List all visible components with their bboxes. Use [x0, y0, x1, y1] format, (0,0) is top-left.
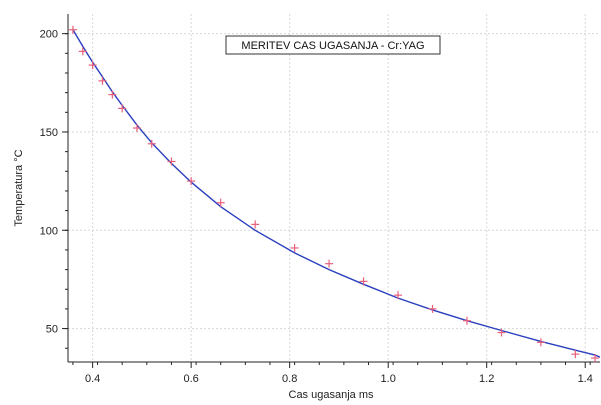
data-point	[187, 177, 196, 186]
data-point	[216, 198, 225, 207]
axes	[67, 14, 600, 363]
ticks: 0.4 0.6 0.8 1.0 1.2 1.4 50 100 150 200	[40, 29, 593, 385]
data-point	[428, 304, 437, 313]
data-point	[78, 47, 87, 56]
x-tick-label: 1.0	[381, 373, 396, 385]
data-point	[147, 139, 156, 148]
fit-line-layer	[72, 29, 601, 358]
data-point	[497, 328, 506, 337]
chart-title: MERITEV CAS UGASANJA - Cr:YAG	[241, 40, 424, 52]
data-point	[132, 124, 141, 133]
data-point	[68, 25, 77, 34]
data-point	[118, 104, 127, 113]
y-tick-label: 200	[40, 29, 58, 41]
x-tick-label: 0.8	[282, 373, 297, 385]
data-point	[536, 338, 545, 347]
data-point	[167, 157, 176, 166]
data-point	[463, 316, 471, 325]
x-tick-label: 0.4	[85, 373, 100, 385]
data-point	[88, 61, 97, 70]
x-tick-label: 1.4	[578, 373, 593, 385]
data-point	[359, 277, 368, 286]
y-tick-label: 50	[46, 324, 58, 336]
x-tick-label: 0.6	[183, 373, 198, 385]
y-tick-label: 100	[40, 225, 58, 237]
x-tick-label: 1.2	[479, 373, 494, 385]
chart-title-frame	[225, 35, 441, 55]
y-axis-title: Temperatura °C	[13, 149, 25, 226]
data-point	[571, 350, 580, 359]
data-point	[108, 90, 117, 99]
data-point	[394, 291, 403, 300]
chart-title-box: MERITEV CAS UGASANJA - Cr:YAG	[225, 35, 441, 55]
data-point	[325, 259, 334, 268]
data-point	[591, 354, 600, 363]
x-axis-title: Cas ugasanja ms	[289, 389, 374, 401]
y-tick-label: 150	[40, 127, 58, 139]
grid	[68, 14, 600, 362]
fit-line	[72, 29, 601, 358]
data-point	[251, 220, 260, 229]
data-point	[290, 243, 299, 252]
data-point	[98, 76, 107, 85]
data-points	[68, 25, 600, 363]
